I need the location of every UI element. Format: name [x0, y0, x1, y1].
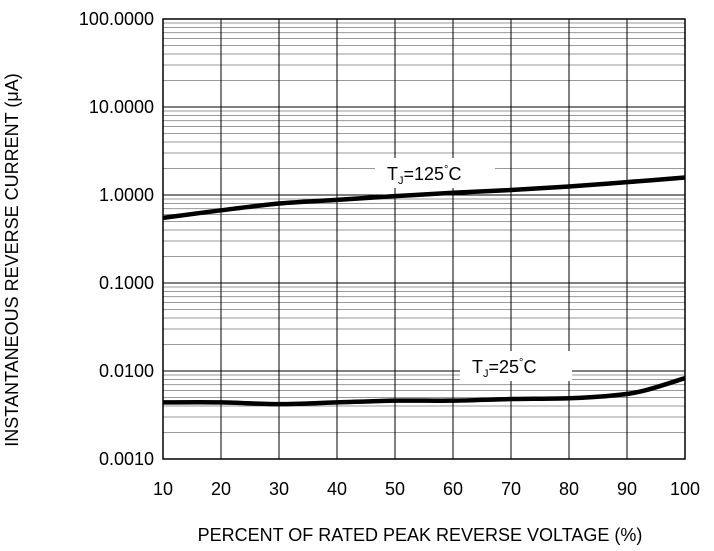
series-line-1 — [162, 375, 686, 407]
x-tick-label: 100 — [670, 479, 700, 499]
y-tick-label: 100.0000 — [79, 9, 154, 29]
y-axis-title: INSTANTANEOUS REVERSE CURRENT (μA) — [2, 73, 22, 446]
series-line-0 — [162, 175, 686, 221]
plot-border — [162, 18, 686, 460]
x-tick-label: 70 — [501, 479, 521, 499]
x-tick-label: 60 — [443, 479, 463, 499]
y-tick-label: 0.1000 — [99, 273, 154, 293]
tick-labels: 0.0010 0.0100 0.1000 1.0000 10.0000 100.0000 1… — [79, 9, 700, 499]
x-axis-title: PERCENT OF RATED PEAK REVERSE VOLTAGE (%… — [198, 525, 643, 545]
series-annotation-0: TJ=125°C — [387, 164, 461, 187]
x-tick-label: 80 — [559, 479, 579, 499]
annotations: TJ=125°C TJ=25°C — [375, 158, 572, 381]
annotation-background — [460, 351, 572, 381]
x-tick-label: 40 — [327, 479, 347, 499]
x-tick-label: 50 — [385, 479, 405, 499]
y-tick-label: 0.0100 — [99, 361, 154, 381]
annotation-background — [375, 158, 495, 188]
x-tick-label: 10 — [153, 479, 173, 499]
y-tick-label: 0.0010 — [99, 449, 154, 469]
series-lines — [162, 175, 686, 407]
grid — [162, 18, 686, 460]
y-tick-label: 10.0000 — [89, 97, 154, 117]
plot-frame — [162, 18, 686, 460]
x-tick-label: 20 — [211, 479, 231, 499]
series-annotation-1: TJ=25°C — [472, 357, 536, 380]
x-tick-label: 30 — [269, 479, 289, 499]
y-tick-label: 1.0000 — [99, 185, 154, 205]
x-tick-label: 90 — [617, 479, 637, 499]
